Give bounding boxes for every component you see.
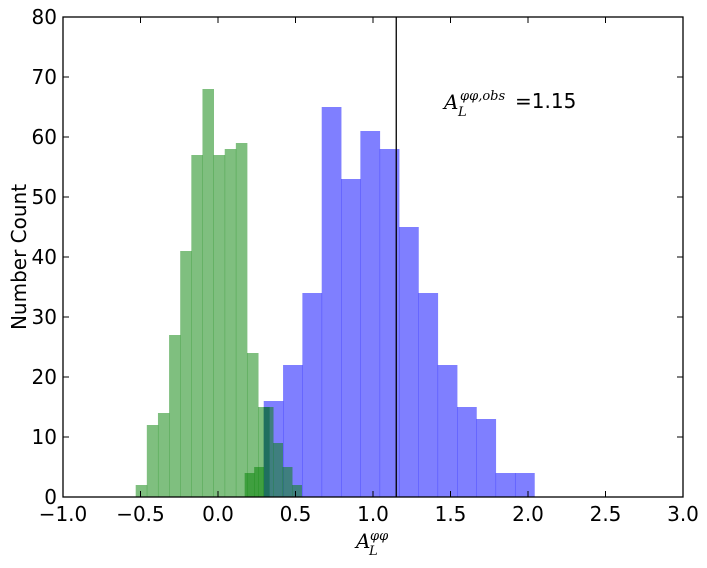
histogram-bar	[135, 485, 148, 497]
y-tick-label: 50	[32, 185, 57, 209]
histogram-bar	[157, 413, 170, 497]
svg-text:φφ,obs: φφ,obs	[460, 89, 505, 104]
histogram-bar	[457, 407, 477, 497]
y-tick-label: 60	[32, 125, 57, 149]
x-tick-label: −1.0	[39, 502, 88, 526]
svg-text:A: A	[354, 529, 370, 553]
y-tick-label: 30	[32, 305, 57, 329]
histogram-bar	[476, 419, 497, 497]
histogram-bar	[191, 155, 203, 497]
histogram-bar	[282, 467, 293, 497]
x-tick-label: −0.5	[116, 502, 165, 526]
y-tick-label: 80	[32, 5, 57, 29]
histogram-bar	[246, 353, 259, 497]
x-tick-label: 2.0	[512, 502, 544, 526]
histogram-bar	[180, 251, 192, 497]
x-tick-label: 2.5	[590, 502, 622, 526]
histogram-bar	[254, 467, 265, 497]
x-tick-label: 1.0	[357, 502, 389, 526]
histogram-bar	[146, 425, 159, 497]
histogram-bar	[283, 365, 303, 497]
y-tick-label: 40	[32, 245, 57, 269]
y-tick-label: 10	[32, 425, 57, 449]
y-tick-label: 20	[32, 365, 57, 389]
y-axis-title: Number Count	[7, 184, 31, 330]
x-tick-label: 3.0	[667, 502, 699, 526]
svg-text:=1.15: =1.15	[515, 89, 576, 113]
histogram-bar	[235, 143, 248, 497]
y-tick-label: 0	[44, 485, 57, 509]
histogram-bar	[341, 179, 361, 497]
histogram-bar	[321, 107, 342, 497]
svg-text:L: L	[368, 544, 378, 559]
histogram-bar	[514, 473, 535, 497]
histogram-bar	[495, 473, 516, 497]
plot-frame	[62, 16, 684, 498]
y-tick-label: 70	[32, 65, 57, 89]
histogram-bar	[263, 407, 274, 497]
axis-tick-labels: −1.0 −0.5 0.0 0.5 1.0 1.5 2.0 2.5 3.0 0 10 20 30 40 50…	[32, 5, 699, 526]
x-tick-label: 0.5	[280, 502, 312, 526]
histogram-bar	[379, 149, 400, 497]
histogram-bar	[202, 89, 214, 497]
histogram-bar	[437, 365, 458, 497]
histogram-bar	[292, 485, 302, 497]
histogram-bar	[273, 443, 284, 497]
annotation-observed: A L φφ,obs =1.15	[442, 89, 576, 120]
svg-text:L: L	[457, 105, 467, 120]
histogram-bar	[360, 131, 381, 497]
svg-text:φφ: φφ	[370, 529, 389, 544]
x-axis-title: A L φφ	[354, 529, 389, 559]
histogram-bar	[399, 227, 419, 497]
x-tick-label: 1.5	[435, 502, 467, 526]
histogram-bar	[244, 473, 255, 497]
histogram-bar	[213, 155, 226, 497]
x-tick-label: 0.0	[202, 502, 234, 526]
histogram-bar	[169, 335, 181, 497]
histogram-bar	[302, 293, 323, 497]
histogram-bars	[135, 89, 535, 497]
histogram-bar	[418, 293, 439, 497]
svg-text:A: A	[442, 90, 458, 114]
histogram-bar	[224, 149, 237, 497]
